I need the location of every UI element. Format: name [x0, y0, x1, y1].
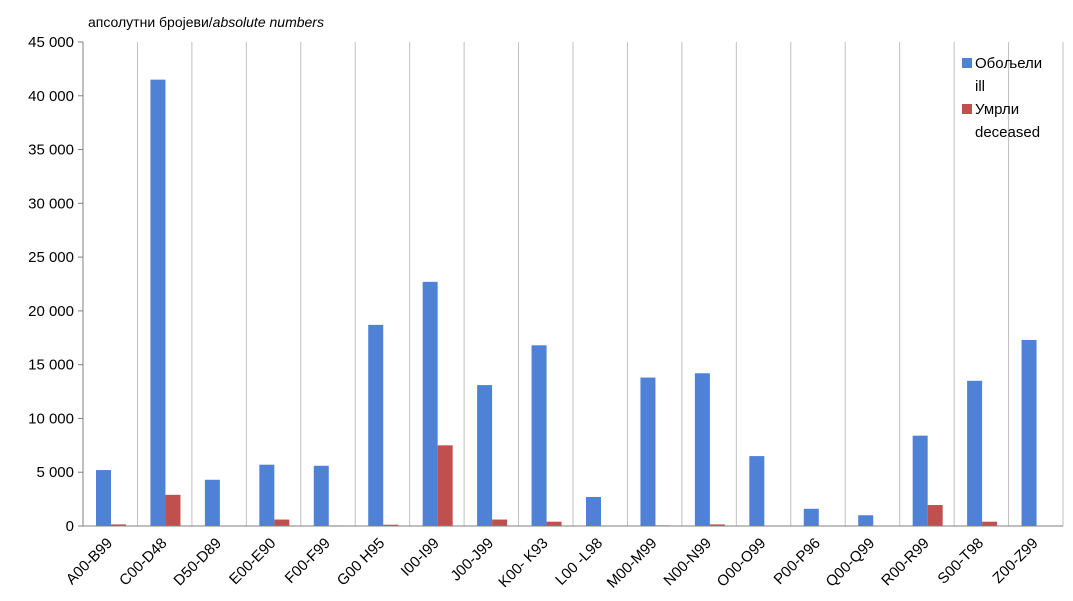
bar-ill: [204, 479, 220, 526]
y-tick-label: 40 000: [28, 88, 74, 105]
y-tick-label: 25 000: [28, 249, 74, 266]
x-axis-ticks: A00-B99 C00-D48 D50-D89 E00-E90 F00-F99 G00 H…: [63, 535, 1042, 592]
x-tick-label: P00-P96: [771, 535, 824, 588]
legend-label-ill-en: ill: [975, 78, 985, 95]
bar-ill: [640, 377, 656, 526]
x-tick-label: G00 H95: [334, 535, 388, 589]
bar-ill: [422, 281, 438, 526]
legend-swatch-deceased: [962, 104, 972, 114]
bar-deceased: [709, 524, 725, 526]
x-tick-label: F00-F99: [282, 535, 334, 587]
bar-ill: [803, 508, 819, 526]
bar-deceased: [111, 524, 126, 526]
bar-ill: [967, 380, 983, 526]
x-tick-label: A00-B99: [63, 535, 116, 588]
y-tick-label: 30 000: [28, 195, 74, 212]
legend-label-deceased-en: deceased: [975, 124, 1040, 141]
unit-label: апсолутни бројеви/absolute numbers: [88, 14, 324, 30]
bar-ill: [586, 496, 601, 526]
bar-ill: [150, 79, 166, 527]
bar-ill: [96, 470, 111, 526]
y-tick-label: 35 000: [28, 142, 74, 159]
x-tick-label: D50-D89: [170, 535, 224, 589]
bar-deceased: [437, 445, 453, 526]
legend-label-deceased: Умрли: [975, 101, 1019, 118]
x-tick-label: K00- K93: [495, 535, 551, 591]
bars: [96, 79, 1037, 527]
legend-swatch-ill: [962, 58, 972, 68]
y-tick-label: 10 000: [28, 410, 74, 427]
bar-ill: [259, 464, 275, 526]
y-axis-ticks: 0 5 000 10 000 15 000 20 000 25 000 30 000 35 0…: [28, 34, 83, 535]
x-tick-label: L00 -L98: [552, 535, 606, 589]
bar-deceased: [274, 519, 290, 526]
bar-ill: [912, 435, 928, 526]
bar-ill: [313, 465, 329, 526]
bar-deceased: [982, 521, 998, 526]
y-tick-label: 45 000: [28, 34, 74, 51]
y-tick-label: 5 000: [36, 464, 74, 481]
x-tick-label: N00-N99: [660, 535, 714, 589]
x-tick-label: S00-T98: [934, 535, 987, 588]
bar-deceased: [383, 524, 399, 526]
x-tick-label: E00-E90: [226, 535, 279, 588]
bar-deceased: [492, 519, 508, 526]
x-tick-label: O00-O99: [714, 535, 770, 591]
legend-label-ill: Обољели: [975, 55, 1042, 72]
bar-ill: [368, 324, 384, 526]
x-tick-label: R00-R99: [878, 535, 932, 589]
y-tick-label: 0: [66, 518, 74, 535]
y-tick-label: 20 000: [28, 303, 74, 320]
bar-deceased: [546, 521, 562, 526]
x-tick-label: M00-M99: [604, 535, 661, 592]
bar-ill: [858, 515, 874, 526]
bar-deceased: [927, 505, 943, 526]
x-tick-label: I00-I99: [398, 535, 443, 580]
bar-ill: [749, 456, 765, 526]
bar-ill: [531, 345, 547, 526]
bar-ill: [477, 385, 493, 526]
x-tick-label: Q00-Q99: [823, 535, 879, 591]
bar-ill: [1021, 339, 1037, 526]
x-tick-label: J00-J99: [447, 535, 497, 585]
x-tick-label: Z00-Z99: [989, 535, 1041, 587]
grid-lines: [136, 42, 1064, 526]
y-tick-label: 15 000: [28, 357, 74, 374]
legend: Обољели ill Умрли deceased: [962, 55, 1042, 141]
x-tick-label: C00-D48: [116, 535, 170, 589]
bar-deceased: [165, 494, 181, 526]
bar-ill: [694, 373, 710, 526]
